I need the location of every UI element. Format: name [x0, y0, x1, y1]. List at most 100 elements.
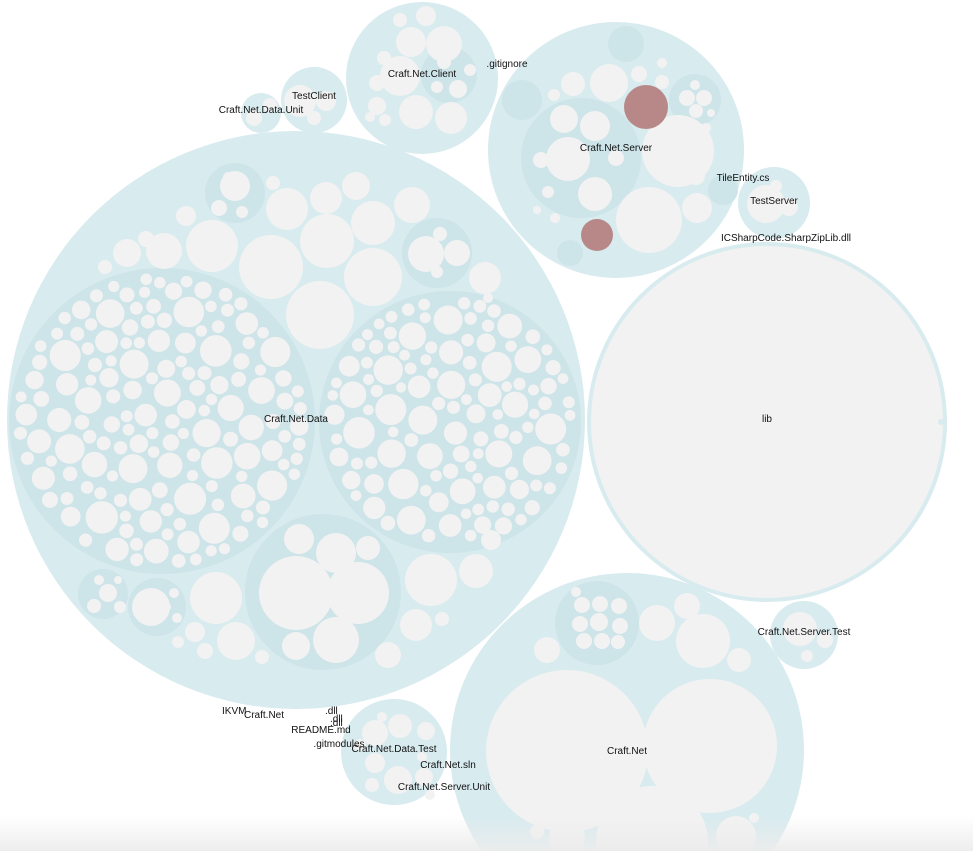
file-circle: [205, 480, 218, 493]
file-circle: [540, 378, 557, 395]
file-circle: [316, 533, 356, 573]
file-circle: [469, 262, 501, 294]
file-circle: [189, 380, 206, 396]
file-circle: [81, 451, 108, 478]
file-circle: [290, 452, 303, 465]
file-circle: [49, 339, 81, 372]
file-circle: [460, 508, 472, 520]
file-circle: [261, 440, 283, 462]
file-circle: [548, 89, 560, 101]
file-circle: [291, 385, 304, 398]
file-circle: [27, 429, 52, 454]
file-circle: [114, 601, 126, 613]
file-circle: [194, 281, 212, 299]
label-overlap-5: .dll: [330, 718, 343, 729]
file-circle: [387, 426, 399, 438]
label-overlap-1: IKVM: [222, 706, 246, 717]
file-circle: [223, 431, 239, 447]
file-circle: [528, 384, 539, 396]
file-circle: [466, 404, 486, 424]
file-circle: [331, 433, 343, 445]
file-circle: [524, 500, 540, 516]
file-circle: [509, 479, 529, 500]
file-circle: [33, 391, 50, 407]
label-testclient: TestClient: [292, 91, 336, 102]
file-circle: [421, 529, 436, 543]
file-circle: [375, 642, 401, 668]
file-circle: [400, 609, 432, 641]
file-circle: [408, 405, 438, 435]
file-circle: [525, 329, 541, 345]
file-circle: [62, 466, 78, 482]
file-circle: [458, 297, 471, 310]
file-circle: [408, 236, 444, 272]
file-circle: [682, 193, 712, 223]
file-circle: [783, 612, 817, 646]
file-circle: [94, 487, 107, 500]
file-circle: [282, 632, 310, 660]
file-circle: [130, 553, 144, 567]
file-circle: [464, 64, 476, 76]
file-circle: [121, 319, 139, 336]
file-circle: [373, 318, 385, 330]
file-circle: [437, 55, 451, 69]
file-circle: [462, 355, 477, 370]
file-circle: [233, 442, 261, 470]
file-circle: [473, 299, 487, 313]
file-circle: [45, 455, 57, 467]
file-circle: [96, 436, 111, 451]
file-circle: [380, 56, 420, 96]
file-circle: [572, 616, 588, 632]
file-circle: [394, 187, 430, 223]
file-circle: [485, 440, 513, 468]
file-circle: [482, 475, 506, 499]
label-craft-net-server: Craft.Net.Server: [580, 143, 653, 154]
file-circle: [263, 98, 277, 112]
file-circle: [362, 329, 373, 341]
file-circle: [153, 379, 181, 407]
file-circle: [643, 679, 777, 813]
file-circle: [113, 239, 141, 267]
file-circle: [98, 260, 112, 274]
file-circle: [689, 104, 703, 118]
file-circle: [594, 633, 610, 649]
file-circle: [380, 515, 396, 531]
file-circle: [14, 426, 27, 440]
file-circle: [132, 588, 170, 626]
file-circle: [307, 111, 321, 125]
file-circle: [218, 543, 231, 555]
file-circle: [223, 172, 233, 182]
file-circle: [79, 533, 93, 547]
file-circle: [146, 233, 182, 269]
file-circle: [747, 185, 785, 223]
file-circle: [211, 498, 225, 512]
file-circle: [533, 152, 549, 168]
file-circle: [550, 105, 578, 133]
file-circle: [398, 322, 427, 350]
file-circle: [90, 289, 103, 303]
file-circle: [416, 6, 436, 26]
file-circle: [388, 468, 419, 500]
file-circle: [192, 419, 221, 448]
file-circle: [535, 413, 567, 445]
file-circle: [590, 613, 608, 631]
file-circle: [468, 373, 482, 387]
file-circle: [447, 400, 460, 414]
file-circle: [157, 452, 183, 478]
file-circle: [415, 768, 433, 786]
file-circle: [157, 359, 176, 378]
file-circle: [123, 380, 142, 400]
folder-circle-server-sub-c: [608, 26, 644, 62]
file-circle: [151, 482, 168, 499]
file-circle: [433, 227, 447, 241]
file-circle: [364, 474, 384, 494]
file-circle: [165, 414, 180, 429]
file-circle: [236, 470, 248, 483]
file-circle: [139, 286, 151, 298]
label-craft-net-server-unit: Craft.Net.Server.Unit: [398, 782, 490, 793]
file-circle: [60, 492, 74, 505]
file-circle: [175, 332, 196, 354]
file-circle: [160, 503, 174, 517]
label-readme: README.md: [291, 725, 350, 736]
file-circle: [55, 434, 85, 464]
